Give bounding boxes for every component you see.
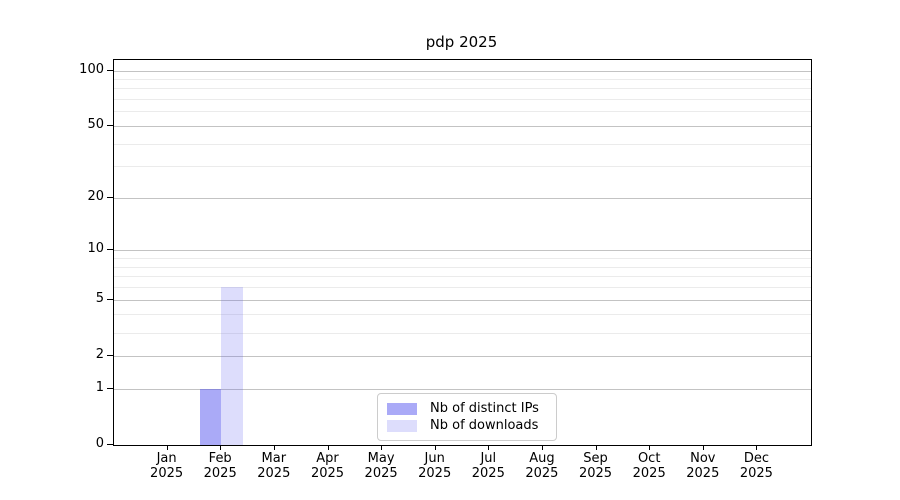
y-tick-label: 5 [95, 290, 104, 306]
gridline-minor [114, 314, 811, 316]
legend-entry-downloads: Nb of downloads [387, 417, 547, 434]
x-tick-label: Mar 2025 [257, 451, 291, 481]
x-tick-label: Aug 2025 [525, 451, 559, 481]
x-tick-label: Dec 2025 [739, 451, 773, 481]
gridline-major [114, 388, 811, 390]
x-tick-label: Sep 2025 [578, 451, 613, 481]
x-tick-mark [541, 445, 543, 450]
chart-title: pdp 2025 [425, 33, 498, 51]
gridline-major [114, 125, 811, 127]
y-tick-mark [107, 354, 113, 356]
gridline-minor [114, 78, 811, 80]
x-tick-mark [488, 445, 490, 450]
legend-swatch-downloads [387, 419, 417, 432]
gridline-minor [114, 258, 811, 260]
x-tick-label: Jun 2025 [418, 451, 452, 481]
y-tick-mark [107, 125, 113, 126]
x-tick-label: Oct 2025 [632, 451, 666, 481]
gridline-major [114, 250, 811, 252]
y-tick-mark [107, 298, 113, 300]
gridline-major [114, 299, 811, 301]
legend-swatch-distinct-ips [387, 402, 417, 415]
x-tick-label: Apr 2025 [310, 451, 345, 481]
bar-distinct-ips [199, 388, 222, 445]
x-tick-mark [756, 445, 758, 450]
x-tick-label: Nov 2025 [686, 451, 720, 481]
y-tick-mark [107, 69, 113, 71]
y-tick-mark [107, 387, 113, 389]
x-tick-mark [434, 445, 436, 450]
x-tick-label: Feb 2025 [203, 451, 237, 481]
gridline-minor [114, 332, 811, 334]
gridline-minor [114, 166, 811, 168]
gridline-minor [114, 88, 811, 90]
x-tick-label: Jul 2025 [471, 451, 505, 481]
y-tick-mark [107, 197, 113, 198]
x-tick-label: Jan 2025 [150, 451, 184, 481]
y-tick-mark [107, 249, 113, 251]
x-tick-mark [220, 445, 222, 450]
gridline-minor [114, 287, 811, 289]
y-tick-mark [107, 444, 113, 445]
x-tick-mark [649, 445, 651, 450]
gridline-minor [114, 111, 811, 113]
y-tick-label: 0 [95, 436, 104, 451]
y-tick-label: 10 [87, 241, 104, 257]
y-tick-label: 1 [95, 379, 104, 395]
legend-label-downloads: Nb of downloads [430, 418, 539, 433]
legend: Nb of distinct IPs Nb of downloads [377, 393, 557, 441]
y-tick-label: 100 [79, 61, 104, 77]
x-tick-mark [595, 445, 597, 450]
x-tick-mark [381, 445, 383, 450]
gridline-minor [114, 143, 811, 145]
gridline-major [114, 197, 811, 199]
gridline-minor [114, 99, 811, 101]
gridline-minor [114, 276, 811, 278]
gridline-minor [114, 266, 811, 268]
x-tick-label: May 2025 [364, 451, 398, 481]
y-tick-label: 50 [87, 117, 104, 132]
plot-area: Nb of distinct IPs Nb of downloads [113, 59, 812, 446]
x-tick-mark [702, 445, 704, 450]
legend-entry-distinct-ips: Nb of distinct IPs [387, 400, 547, 417]
bar-downloads [221, 287, 243, 445]
x-tick-mark [166, 445, 168, 450]
x-tick-mark [327, 445, 329, 450]
y-tick-label: 20 [87, 189, 104, 204]
x-tick-mark [273, 445, 275, 450]
gridline-major [114, 70, 811, 72]
y-tick-label: 2 [95, 346, 104, 362]
gridline-major [114, 355, 811, 357]
legend-label-distinct-ips: Nb of distinct IPs [430, 401, 539, 416]
